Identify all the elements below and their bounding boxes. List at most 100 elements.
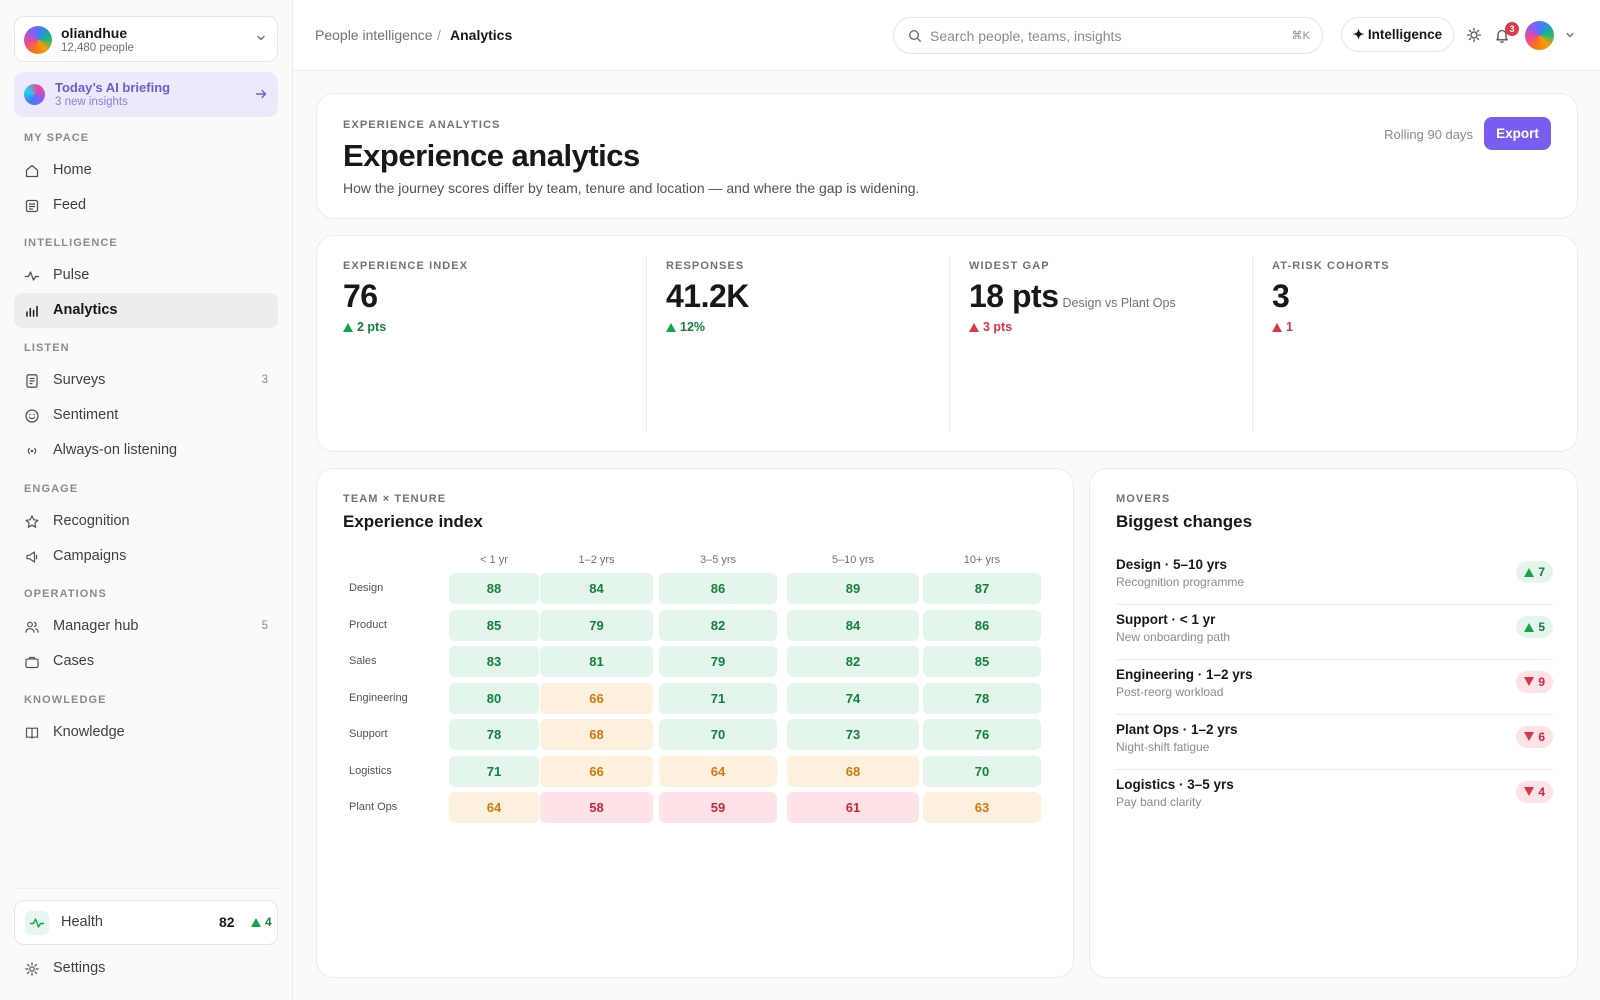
sidebar-item-always-on-listening[interactable]: Always-on listening bbox=[14, 433, 278, 468]
intelligence-button[interactable]: ✦ Intelligence bbox=[1341, 17, 1454, 52]
sidebar-item-label: Sentiment bbox=[53, 407, 119, 423]
heatmap-cell[interactable]: 85 bbox=[923, 646, 1041, 677]
heatmap-cell[interactable]: 86 bbox=[923, 609, 1041, 641]
sidebar-item-label: Always-on listening bbox=[53, 442, 178, 458]
heatmap-cell[interactable]: 78 bbox=[923, 682, 1041, 714]
mover-subtitle: Post-reorg workload bbox=[1116, 685, 1224, 699]
kpi-value: 18 pts Design vs Plant Ops bbox=[969, 278, 1176, 315]
sidebar-item-sentiment[interactable]: Sentiment bbox=[14, 398, 278, 433]
sidebar-item-manager-hub[interactable]: Manager hub 5 bbox=[14, 609, 278, 644]
chevron-down-icon bbox=[257, 35, 265, 41]
row-divider bbox=[1116, 769, 1553, 770]
search-icon bbox=[908, 29, 921, 42]
mover-delta-badge: 7 bbox=[1516, 561, 1553, 583]
surveys-count-badge: 3 bbox=[261, 374, 268, 386]
export-button[interactable]: Export bbox=[1484, 117, 1551, 150]
heatmap-row-header: Engineering bbox=[349, 691, 408, 704]
sidebar-item-surveys[interactable]: Surveys 3 bbox=[14, 363, 278, 398]
heatmap-cell[interactable]: 63 bbox=[923, 792, 1041, 823]
mover-row[interactable]: Plant Ops · 1–2 yrs Night-shift fatigue 6 bbox=[1116, 722, 1553, 777]
heatmap-cell[interactable]: 64 bbox=[449, 792, 539, 823]
search-shortcut: ⌘K bbox=[1291, 30, 1310, 42]
heatmap-cell[interactable]: 61 bbox=[787, 792, 919, 823]
sidebar-item-label: Knowledge bbox=[53, 724, 125, 740]
date-range-label[interactable]: Rolling 90 days bbox=[1384, 127, 1473, 142]
kpi-delta: 12% bbox=[666, 320, 705, 334]
heatmap-cell[interactable]: 73 bbox=[787, 719, 919, 750]
heatmap-cell[interactable]: 88 bbox=[449, 573, 539, 604]
page-eyebrow: EXPERIENCE ANALYTICS bbox=[343, 119, 501, 131]
heatmap-cell[interactable]: 84 bbox=[787, 609, 919, 641]
mover-delta-badge: 9 bbox=[1516, 671, 1553, 693]
sidebar: oliandhue 12,480 people Today’s AI brief… bbox=[0, 0, 293, 1000]
heatmap-cell[interactable]: 78 bbox=[449, 719, 539, 750]
heatmap-cell[interactable]: 81 bbox=[540, 646, 653, 677]
book-icon bbox=[25, 727, 39, 739]
heatmap-cell[interactable]: 85 bbox=[449, 609, 539, 641]
mover-delta-badge: 5 bbox=[1516, 616, 1553, 638]
heatmap-row-header: Support bbox=[349, 728, 388, 740]
search-input[interactable] bbox=[930, 26, 1270, 46]
kpi-value: 41.2K bbox=[666, 278, 749, 315]
heatmap-cell[interactable]: 70 bbox=[659, 719, 777, 750]
workspace-switcher[interactable]: oliandhue 12,480 people bbox=[14, 16, 278, 62]
sidebar-item-feed[interactable]: Feed bbox=[14, 188, 278, 223]
health-widget[interactable]: Health 82 4 bbox=[14, 900, 278, 945]
heatmap-cell[interactable]: 79 bbox=[540, 609, 653, 641]
heatmap-column-header: 10+ yrs bbox=[963, 554, 1001, 566]
sidebar-item-settings[interactable]: Settings bbox=[14, 951, 278, 986]
heatmap-cell[interactable]: 70 bbox=[923, 755, 1041, 787]
breadcrumb-parent[interactable]: People intelligence bbox=[315, 27, 433, 43]
heatmap-cell[interactable]: 80 bbox=[449, 682, 539, 714]
ai-briefing-card[interactable]: Today’s AI briefing 3 new insights bbox=[14, 72, 278, 117]
mover-row[interactable]: Engineering · 1–2 yrs Post-reorg workload… bbox=[1116, 667, 1553, 722]
mover-row[interactable]: Logistics · 3–5 yrs Pay band clarity 4 bbox=[1116, 777, 1553, 832]
heatmap-cell[interactable]: 89 bbox=[787, 573, 919, 604]
heatmap-cell[interactable]: 83 bbox=[449, 646, 539, 677]
survey-icon bbox=[26, 374, 38, 388]
sidebar-item-cases[interactable]: Cases bbox=[14, 644, 278, 679]
heatmap-column-header: < 1 yr bbox=[480, 554, 508, 566]
search-bar[interactable]: ⌘K bbox=[893, 17, 1323, 54]
heatmap-cell[interactable]: 71 bbox=[659, 682, 777, 714]
heatmap-cell[interactable]: 82 bbox=[787, 646, 919, 677]
heatmap-cell[interactable]: 86 bbox=[659, 573, 777, 604]
heatmap-cell[interactable]: 71 bbox=[449, 755, 539, 787]
heatmap-cell[interactable]: 66 bbox=[540, 682, 653, 714]
sidebar-item-analytics[interactable]: Analytics bbox=[14, 293, 278, 328]
user-avatar[interactable] bbox=[1525, 21, 1554, 50]
heatmap-cell[interactable]: 84 bbox=[540, 573, 653, 604]
heatmap-cell[interactable]: 68 bbox=[787, 755, 919, 787]
movers-title: Biggest changes bbox=[1116, 512, 1253, 531]
sun-icon[interactable] bbox=[1465, 26, 1483, 44]
sidebar-item-knowledge[interactable]: Knowledge bbox=[14, 715, 278, 750]
experience-heatmap-card: TEAM × TENURE Experience index < 1 yr 1–2… bbox=[316, 468, 1074, 978]
heatmap-cell[interactable]: 64 bbox=[659, 755, 777, 787]
heatmap-cell[interactable]: 58 bbox=[540, 792, 653, 823]
sidebar-item-recognition[interactable]: Recognition bbox=[14, 504, 278, 539]
heatmap-cell[interactable]: 82 bbox=[659, 609, 777, 641]
heatmap-cell[interactable]: 59 bbox=[659, 792, 777, 823]
section-operations: OPERATIONS bbox=[24, 588, 107, 600]
heatmap-cell[interactable]: 74 bbox=[787, 682, 919, 714]
heatmap-cell[interactable]: 87 bbox=[923, 573, 1041, 604]
kpi-delta: 3 pts bbox=[969, 320, 1012, 334]
sidebar-item-label: Manager hub bbox=[53, 618, 139, 634]
sidebar-item-pulse[interactable]: Pulse bbox=[14, 258, 278, 293]
briefing-subtitle: 3 new insights bbox=[55, 96, 128, 108]
sidebar-item-label: Campaigns bbox=[53, 548, 127, 564]
sidebar-item-home[interactable]: Home bbox=[14, 153, 278, 188]
heatmap-cell[interactable]: 66 bbox=[540, 755, 653, 787]
heatmap-cell[interactable]: 76 bbox=[923, 719, 1041, 750]
heatmap-cell[interactable]: 79 bbox=[659, 646, 777, 677]
sidebar-item-label: Analytics bbox=[53, 302, 118, 318]
movers-card: MOVERS Biggest changes Design · 5–10 yrs… bbox=[1089, 468, 1578, 978]
heatmap-cell[interactable]: 68 bbox=[540, 719, 653, 750]
mover-row[interactable]: Design · 5–10 yrs Recognition programme 7 bbox=[1116, 557, 1553, 612]
chevron-down-icon[interactable] bbox=[1563, 28, 1577, 42]
sidebar-item-campaigns[interactable]: Campaigns bbox=[14, 539, 278, 574]
briefcase-icon bbox=[25, 656, 39, 669]
bell-icon[interactable] bbox=[1493, 26, 1511, 44]
mover-row[interactable]: Support · < 1 yr New onboarding path 5 bbox=[1116, 612, 1553, 667]
kpi-value: 76 bbox=[343, 278, 378, 315]
